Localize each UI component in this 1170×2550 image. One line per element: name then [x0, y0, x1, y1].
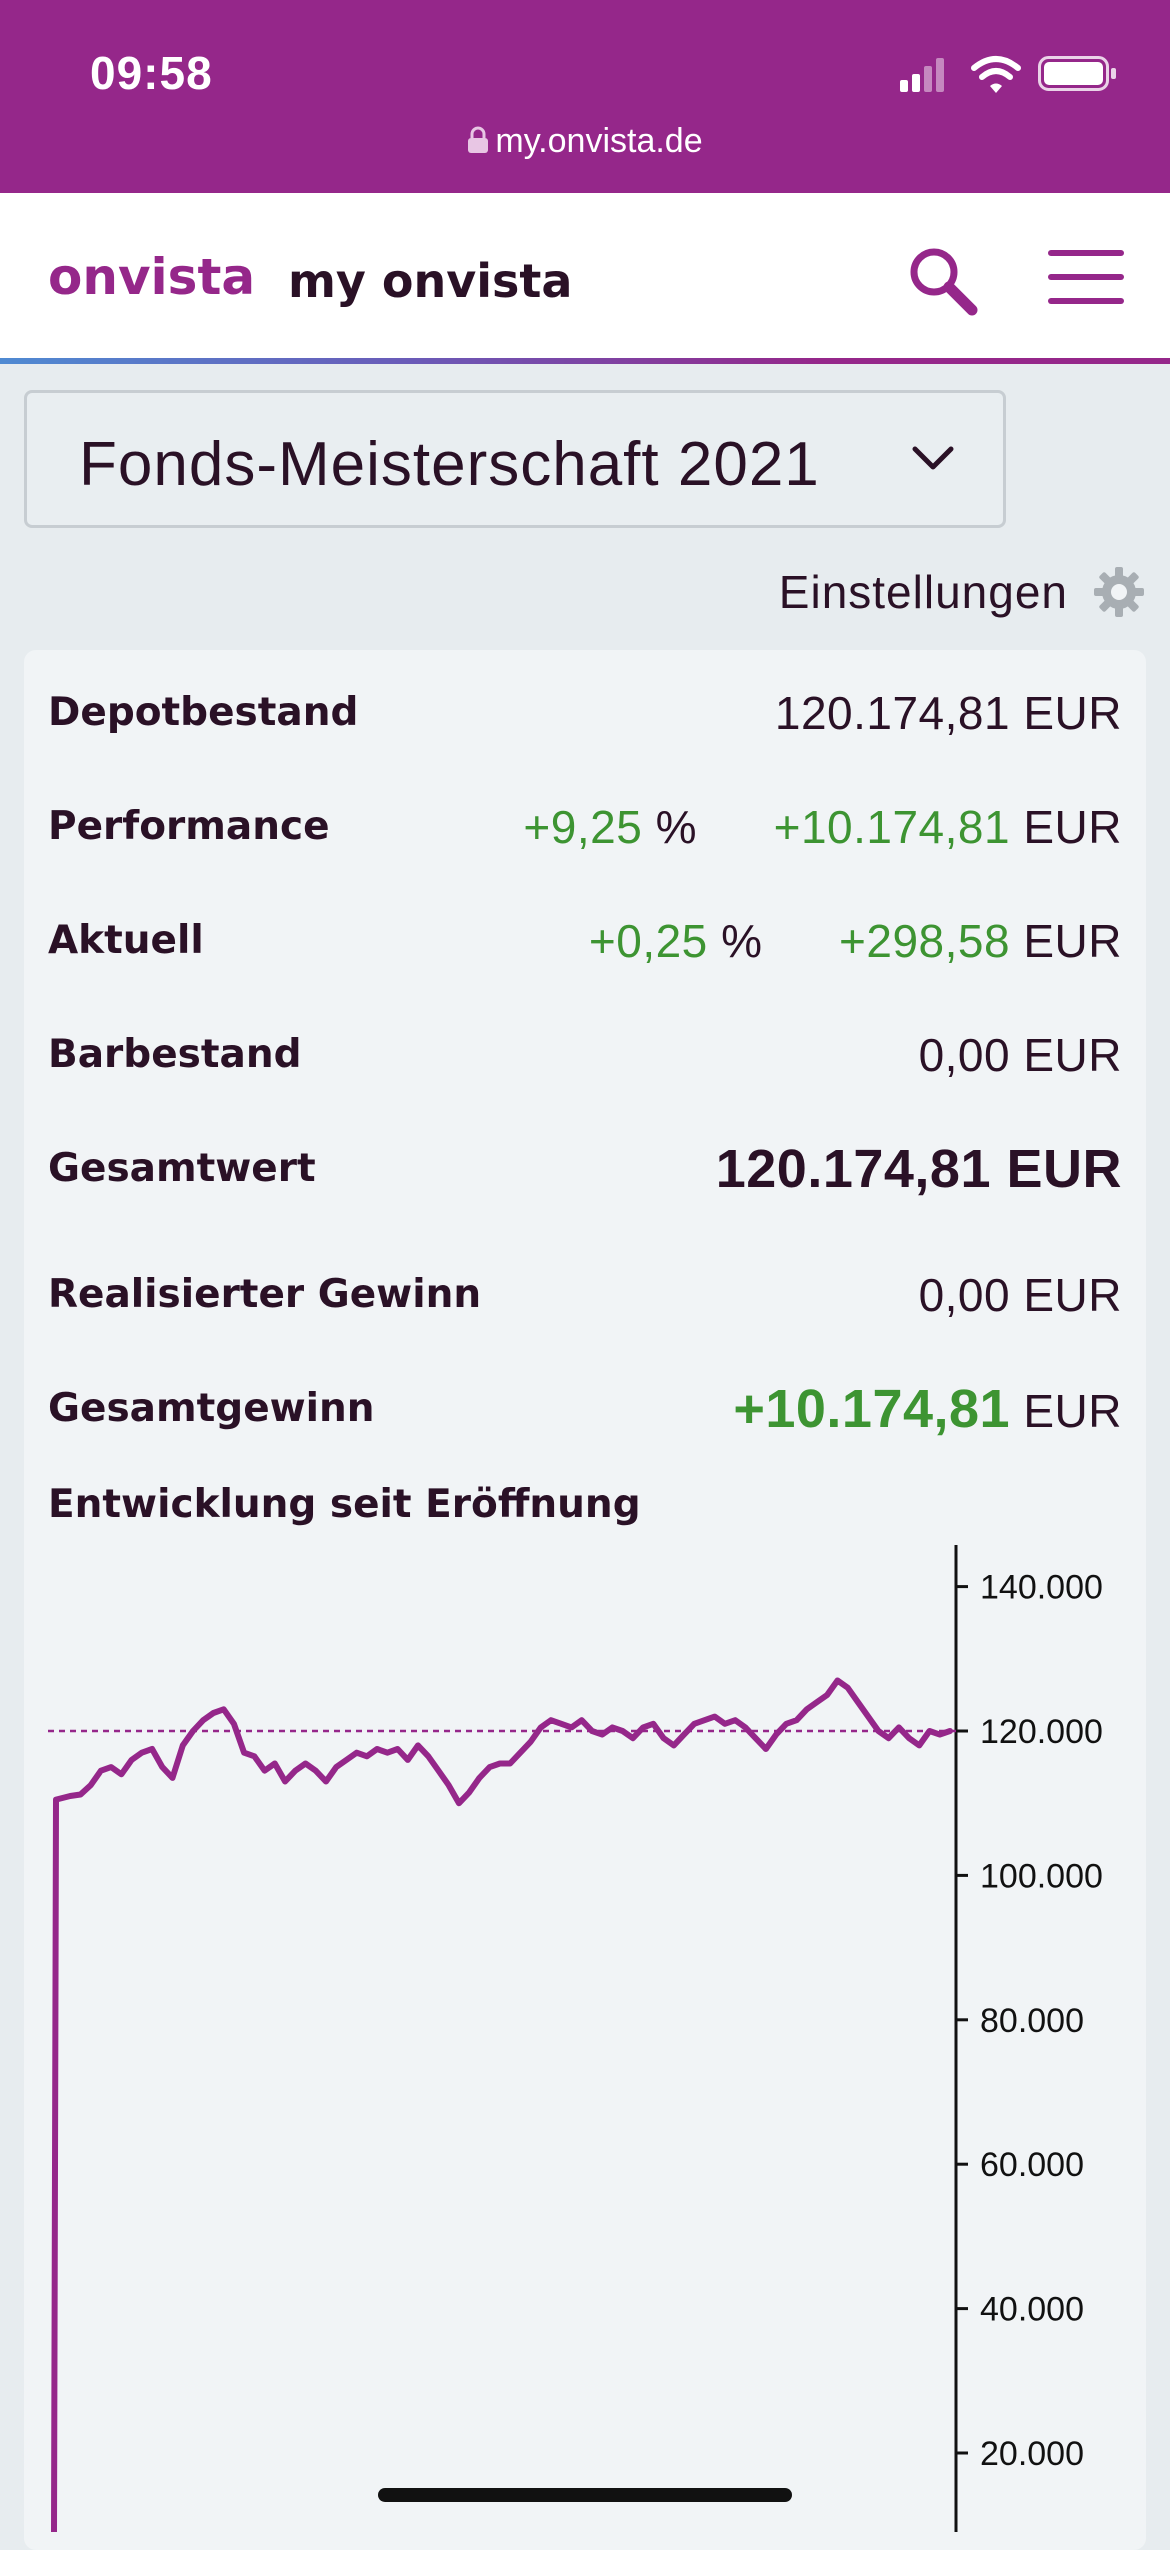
row-label: Gesamtgewinn [48, 1386, 375, 1431]
currency: EUR [1023, 1385, 1122, 1437]
site-header [0, 193, 1170, 363]
settings-link[interactable]: Einstellungen [779, 560, 1146, 624]
status-icons [900, 56, 1116, 93]
barbestand-value: 0,00 [918, 1029, 1011, 1081]
search-icon[interactable] [906, 244, 980, 318]
row-label: Realisierter Gewinn [48, 1272, 482, 1317]
currency: EUR [1023, 915, 1122, 967]
section-title[interactable]: my onvista [288, 254, 573, 308]
currency: EUR [1023, 1029, 1122, 1081]
row-value: 0,00 EUR [919, 1028, 1122, 1082]
aktuell-value: +298,58 [839, 915, 1011, 967]
row-label: Gesamtwert [48, 1146, 316, 1191]
gear-icon [1094, 567, 1144, 617]
depotbestand-value: 120.174,81 [774, 687, 1011, 739]
aktuell-percent: +0,25 [588, 915, 708, 967]
portfolio-selected: Fonds-Meisterschaft 2021 [79, 430, 820, 499]
hamburger-menu-icon[interactable] [1048, 250, 1124, 310]
row-value: +0,25 % +298,58 EUR [589, 914, 1122, 968]
gesamtwert-value: 120.174,81 EUR [715, 1139, 1122, 1199]
row-label: Barbestand [48, 1032, 302, 1077]
percent-sign: % [655, 801, 698, 853]
currency: EUR [1023, 801, 1122, 853]
battery-icon [1038, 56, 1116, 91]
menu-bar [1048, 274, 1124, 280]
home-indicator [378, 2488, 792, 2502]
chart-title: Entwicklung seit Eröffnung [48, 1482, 641, 1527]
performance-value: +10.174,81 [773, 801, 1011, 853]
currency: EUR [1023, 1269, 1122, 1321]
menu-bar [1048, 250, 1124, 256]
wifi-icon [971, 56, 1021, 93]
currency: EUR [1023, 687, 1122, 739]
status-bar: 09:58 my.onvista.de [0, 0, 1170, 193]
brand-logo[interactable]: onvista [48, 248, 256, 306]
row-label: Performance [48, 804, 330, 849]
clock: 09:58 [90, 47, 213, 99]
percent-sign: % [721, 915, 763, 967]
gesamtgewinn-value: +10.174,81 [733, 1379, 1011, 1439]
row-label: Aktuell [48, 918, 204, 963]
realisierter-gewinn-value: 0,00 [918, 1269, 1011, 1321]
portfolio-dropdown[interactable]: Fonds-Meisterschaft 2021 [24, 390, 1006, 528]
settings-label: Einstellungen [778, 566, 1068, 618]
menu-bar [1048, 298, 1124, 304]
url-text: my.onvista.de [495, 122, 703, 160]
row-value: +9,25 % +10.174,81 EUR [523, 800, 1122, 854]
row-label: Depotbestand [48, 690, 359, 735]
row-value: 0,00 EUR [919, 1268, 1122, 1322]
url-bar[interactable]: my.onvista.de [0, 122, 1170, 161]
row-value: +10.174,81 EUR [733, 1378, 1122, 1440]
row-value: 120.174,81 EUR [775, 686, 1122, 740]
chevron-down-icon [912, 446, 954, 470]
portfolio-summary-card: Depotbestand 120.174,81 EUR Performance … [24, 650, 1146, 2550]
lock-icon [468, 126, 489, 153]
signal-icon [900, 58, 944, 92]
performance-percent: +9,25 [523, 801, 643, 853]
header-divider [0, 358, 1170, 364]
